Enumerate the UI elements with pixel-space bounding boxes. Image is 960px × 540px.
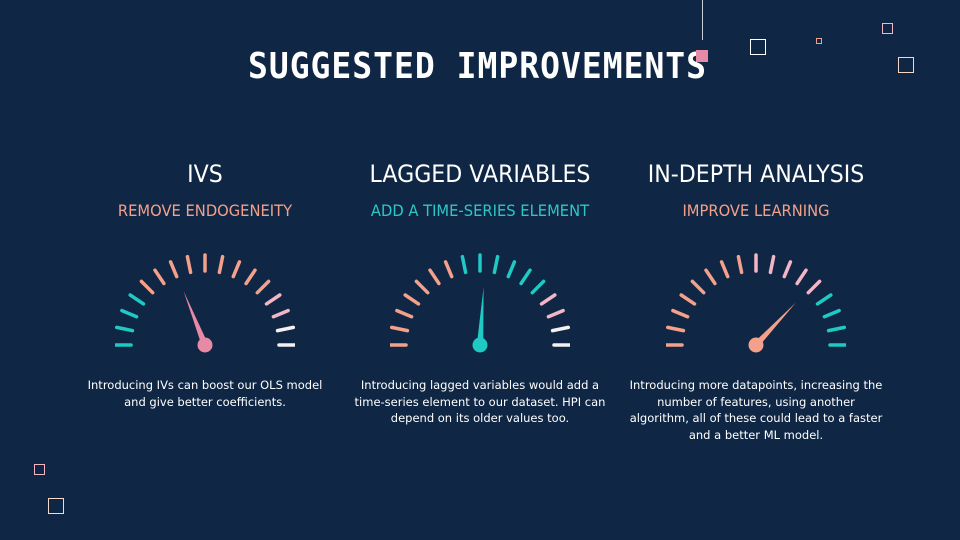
gauge-tick	[275, 325, 295, 333]
gauge-tick	[390, 325, 410, 333]
gauge-tick	[255, 279, 271, 295]
decorative-square	[882, 23, 893, 34]
gauge-tick	[128, 293, 146, 306]
gauge-hub	[197, 337, 213, 353]
gauge-tick	[506, 260, 517, 279]
gauge-tick	[704, 268, 717, 286]
gauge-tick	[736, 254, 744, 275]
card-heading: LAGGED VARIABLES	[369, 160, 591, 188]
card-subheading: ADD A TIME-SERIES ELEMENT	[370, 201, 590, 220]
card-description: Introducing more datapoints, increasing …	[629, 378, 883, 442]
gauge-tick	[244, 268, 257, 286]
decorative-line	[702, 0, 703, 40]
gauge-tick	[231, 260, 242, 279]
gauge-tick	[826, 325, 846, 333]
gauge-tick	[120, 308, 139, 319]
gauge-tick	[519, 268, 532, 286]
gauge-tick	[139, 279, 155, 295]
gauge-tick	[666, 325, 686, 333]
gauge-hub	[472, 337, 488, 353]
gauge-tick	[795, 268, 808, 286]
gauge-tick	[546, 308, 565, 319]
gauge-needle	[753, 302, 796, 348]
card-subheading: REMOVE ENDOGENEITY	[117, 201, 293, 220]
gauge-tick	[185, 254, 193, 275]
decorative-square	[34, 464, 45, 475]
gauge-tick	[690, 279, 706, 295]
gauge-tick	[719, 260, 730, 279]
gauge-tick	[530, 279, 546, 295]
gauge-hub	[748, 337, 764, 353]
gauge-tick	[217, 254, 225, 275]
gauge-tick	[443, 260, 454, 279]
gauge-needle	[476, 287, 484, 346]
card-heading: IN-DEPTH ANALYSIS	[647, 160, 865, 188]
gauge-tick	[395, 308, 414, 319]
gauge-tick	[264, 293, 282, 306]
gauge-tick	[539, 293, 557, 306]
gauge-icon	[390, 253, 570, 353]
card-description: Introducing IVs can boost our OLS model …	[87, 378, 323, 409]
gauge-tick	[679, 293, 697, 306]
gauge-tick	[782, 260, 793, 279]
gauge-tick	[403, 293, 421, 306]
gauge-tick	[768, 254, 776, 275]
decorative-square	[816, 38, 822, 44]
gauge-tick	[822, 308, 841, 319]
gauge-icon	[666, 253, 846, 353]
decorative-square	[48, 498, 64, 514]
decorative-square	[696, 50, 708, 62]
gauge-tick	[271, 308, 290, 319]
gauge-tick	[806, 279, 822, 295]
gauge-needle	[183, 291, 208, 347]
slide-title: SUGGESTED IMPROVEMENTS	[247, 44, 708, 87]
gauge-icon	[115, 253, 295, 353]
gauge-tick	[115, 325, 135, 333]
gauge-tick	[168, 260, 179, 279]
card-subheading: IMPROVE LEARNING	[682, 201, 830, 220]
gauge-tick	[550, 325, 570, 333]
gauge-tick	[815, 293, 833, 306]
decorative-square	[750, 39, 766, 55]
gauge-tick	[153, 268, 166, 286]
card-heading: IVS	[187, 160, 223, 188]
gauge-tick	[492, 254, 500, 275]
card-description: Introducing lagged variables would add a…	[354, 378, 606, 425]
gauge-tick	[671, 308, 690, 319]
gauge-tick	[428, 268, 441, 286]
decorative-square	[898, 57, 914, 73]
gauge-tick	[414, 279, 430, 295]
gauge-tick	[460, 254, 468, 275]
